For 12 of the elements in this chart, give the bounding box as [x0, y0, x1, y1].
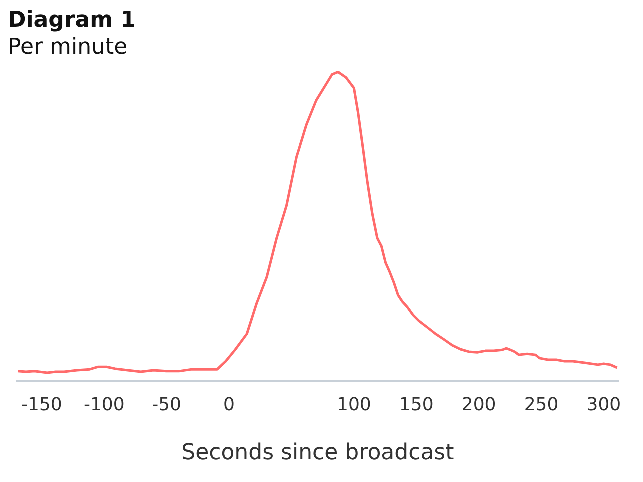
- x-tick-label: 100: [336, 394, 372, 416]
- x-tick-label: -100: [84, 394, 125, 416]
- x-tick-label: 300: [586, 394, 622, 416]
- x-tick-label: 0: [224, 394, 235, 416]
- chart-subtitle: Per minute: [8, 34, 129, 62]
- x-tick-label: 150: [399, 394, 434, 416]
- x-tick-label: 200: [462, 394, 496, 416]
- x-tick-label: -50: [152, 394, 182, 416]
- x-axis-title: Seconds since broadcast: [182, 440, 455, 466]
- chart-title: Diagram 1: [8, 8, 137, 34]
- x-tick-label: -150: [21, 394, 62, 416]
- x-tick-label: 250: [524, 394, 559, 416]
